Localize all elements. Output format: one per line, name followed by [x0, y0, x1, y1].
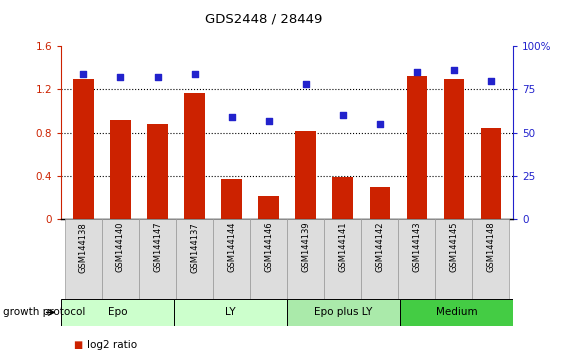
Bar — [73, 79, 94, 219]
Bar — [174, 299, 287, 326]
Bar — [110, 120, 131, 219]
Point — [79, 71, 88, 76]
Text: GSM144143: GSM144143 — [412, 222, 422, 273]
Text: GSM144141: GSM144141 — [338, 222, 347, 272]
Bar — [61, 299, 174, 326]
Point — [264, 118, 273, 124]
Bar — [332, 177, 353, 219]
Text: ■: ■ — [73, 340, 82, 350]
Bar — [472, 219, 510, 299]
Bar — [324, 219, 361, 299]
Point — [301, 81, 310, 87]
Text: GSM144146: GSM144146 — [264, 222, 273, 273]
Point — [153, 74, 162, 80]
Bar — [222, 179, 242, 219]
Bar — [436, 219, 472, 299]
Bar — [361, 219, 398, 299]
Text: GSM144144: GSM144144 — [227, 222, 236, 272]
Bar — [444, 79, 464, 219]
Text: GSM144148: GSM144148 — [486, 222, 496, 273]
Bar — [400, 299, 513, 326]
Text: GSM144137: GSM144137 — [190, 222, 199, 273]
Bar — [102, 219, 139, 299]
Bar — [139, 219, 176, 299]
Point — [190, 71, 199, 76]
Bar — [176, 219, 213, 299]
Bar — [370, 187, 390, 219]
Bar — [296, 131, 316, 219]
Text: LY: LY — [226, 307, 236, 318]
Text: GSM144145: GSM144145 — [449, 222, 458, 272]
Text: Epo plus LY: Epo plus LY — [314, 307, 373, 318]
Bar — [250, 219, 287, 299]
Bar — [398, 219, 436, 299]
Point — [375, 121, 384, 127]
Bar — [287, 299, 400, 326]
Bar — [480, 129, 501, 219]
Text: GDS2448 / 28449: GDS2448 / 28449 — [205, 12, 322, 25]
Point — [412, 69, 422, 75]
Text: GSM144139: GSM144139 — [301, 222, 310, 273]
Bar — [406, 76, 427, 219]
Point — [116, 74, 125, 80]
Text: GSM144138: GSM144138 — [79, 222, 88, 273]
Bar — [213, 219, 250, 299]
Point — [338, 113, 347, 118]
Text: Epo: Epo — [108, 307, 128, 318]
Bar — [184, 93, 205, 219]
Bar — [287, 219, 324, 299]
Text: GSM144142: GSM144142 — [375, 222, 384, 272]
Text: growth protocol: growth protocol — [3, 307, 85, 318]
Text: Medium: Medium — [436, 307, 477, 318]
Bar — [147, 124, 168, 219]
Point — [449, 68, 458, 73]
Text: GSM144147: GSM144147 — [153, 222, 162, 273]
Text: log2 ratio: log2 ratio — [87, 340, 138, 350]
Bar — [258, 196, 279, 219]
Point — [227, 114, 236, 120]
Text: GSM144140: GSM144140 — [116, 222, 125, 272]
Point — [486, 78, 496, 84]
Bar — [65, 219, 102, 299]
